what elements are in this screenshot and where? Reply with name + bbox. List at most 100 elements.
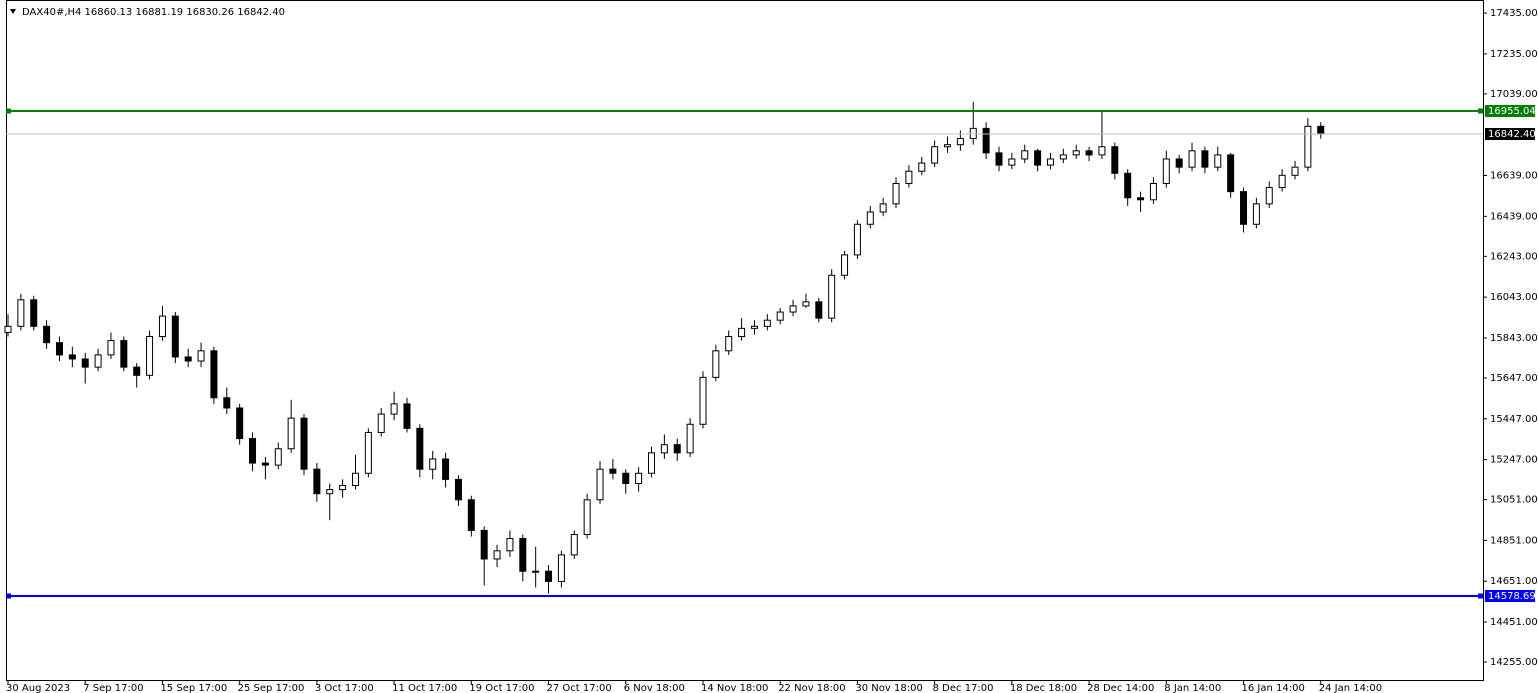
candle-body xyxy=(171,315,179,358)
candle-body xyxy=(944,144,952,148)
level-label-bg xyxy=(1485,128,1535,140)
level-label: 14578.69 xyxy=(1488,591,1536,602)
candle-body xyxy=(1317,125,1325,135)
level-label: 16842.40 xyxy=(1488,129,1536,140)
candle-body xyxy=(532,570,540,573)
candle-body xyxy=(866,211,874,225)
x-tick-label: 27 Oct 17:00 xyxy=(547,683,612,693)
candle-body xyxy=(81,358,89,368)
candle-body xyxy=(274,448,282,466)
candle-body xyxy=(841,254,849,276)
y-tick-label: 15051.00 xyxy=(1490,495,1538,506)
candle-body xyxy=(107,340,115,356)
level-label: 16955.04 xyxy=(1488,106,1536,117)
y-tick-label: 16439.00 xyxy=(1490,211,1538,222)
candle-body xyxy=(1162,158,1170,184)
candle-body xyxy=(210,350,218,399)
candle-body xyxy=(506,538,514,552)
candle-body xyxy=(892,182,900,205)
candle-body xyxy=(1265,187,1273,205)
y-tick-label: 16043.00 xyxy=(1490,292,1538,303)
candle-body xyxy=(712,350,720,378)
candle-body xyxy=(931,146,939,164)
x-tick-label: 19 Oct 17:00 xyxy=(469,683,534,693)
candle-body xyxy=(454,478,462,501)
level-handle xyxy=(6,108,11,114)
candle-body xyxy=(493,550,501,560)
candle-body xyxy=(55,342,63,356)
candle-body xyxy=(918,162,926,172)
candle-body xyxy=(467,499,475,531)
candle-body xyxy=(1252,203,1260,225)
candle-body xyxy=(686,423,694,454)
candle-body xyxy=(1201,150,1209,168)
y-tick-label: 17235.00 xyxy=(1490,49,1538,60)
x-tick-label: 15 Sep 17:00 xyxy=(160,683,227,693)
candle-body xyxy=(287,417,295,450)
y-tick-label: 17435.00 xyxy=(1490,8,1538,19)
candle-body xyxy=(403,403,411,429)
candle-body xyxy=(30,299,38,327)
x-tick-label: 7 Sep 17:00 xyxy=(83,683,143,693)
candle-body xyxy=(261,462,269,466)
candle-body xyxy=(1175,158,1183,168)
y-tick-label: 14255.00 xyxy=(1490,657,1538,668)
collapse-arrow[interactable] xyxy=(10,9,16,14)
candle-body xyxy=(738,327,746,338)
x-tick-label: 8 Dec 17:00 xyxy=(933,683,994,693)
candle-body xyxy=(146,336,154,376)
x-tick-label: 24 Jan 14:00 xyxy=(1319,683,1382,693)
candle-body xyxy=(570,533,578,556)
candle-body xyxy=(1304,125,1312,168)
candle-body xyxy=(648,452,655,474)
candle-body xyxy=(995,152,1003,166)
candle-body xyxy=(557,554,565,582)
candle-body xyxy=(789,305,797,313)
y-tick-label: 15247.00 xyxy=(1490,455,1538,466)
candle-body xyxy=(1098,146,1106,156)
y-tick-label: 16243.00 xyxy=(1490,251,1538,262)
candle-body xyxy=(673,444,681,454)
candle-body xyxy=(416,427,424,470)
candle-body xyxy=(249,438,257,464)
candle-body xyxy=(120,340,128,368)
candle-body xyxy=(1111,146,1119,174)
candle-body xyxy=(94,354,102,368)
x-tick-label: 22 Nov 18:00 xyxy=(778,683,845,693)
candle-body xyxy=(1291,166,1299,176)
y-tick-label: 14651.00 xyxy=(1490,576,1538,587)
candle-body xyxy=(519,538,527,572)
x-tick-label: 16 Jan 14:00 xyxy=(1242,683,1305,693)
candle-body xyxy=(68,354,76,360)
x-tick-label: 3 Oct 17:00 xyxy=(315,683,374,693)
candle-body xyxy=(725,336,733,352)
candle-body xyxy=(197,350,205,362)
x-tick-label: 28 Dec 14:00 xyxy=(1087,683,1154,693)
candle-body xyxy=(545,570,553,582)
candle-body xyxy=(351,472,359,487)
candle-body xyxy=(853,223,861,256)
candle-body xyxy=(313,468,321,495)
candle-body xyxy=(1046,158,1054,166)
candle-body xyxy=(622,472,630,484)
candle-body xyxy=(4,325,12,333)
candle-body xyxy=(364,431,372,474)
candle-body xyxy=(776,311,784,321)
y-tick-label: 15843.00 xyxy=(1490,333,1538,344)
candle-body xyxy=(390,403,398,415)
level-label-bg xyxy=(1485,589,1535,602)
candle-body xyxy=(326,489,334,495)
x-tick-label: 8 Jan 14:00 xyxy=(1164,683,1221,693)
candle-body xyxy=(879,203,887,213)
level-handle xyxy=(1478,108,1483,114)
candle-body xyxy=(1188,150,1196,168)
candle-body xyxy=(133,366,141,376)
y-tick-label: 15647.00 xyxy=(1490,373,1538,384)
candle-body xyxy=(1149,182,1157,201)
candle-body xyxy=(763,319,771,327)
candle-body xyxy=(583,499,591,535)
candle-body xyxy=(1137,197,1145,201)
candle-body xyxy=(1124,172,1132,199)
x-tick-label: 30 Aug 2023 xyxy=(6,683,70,693)
